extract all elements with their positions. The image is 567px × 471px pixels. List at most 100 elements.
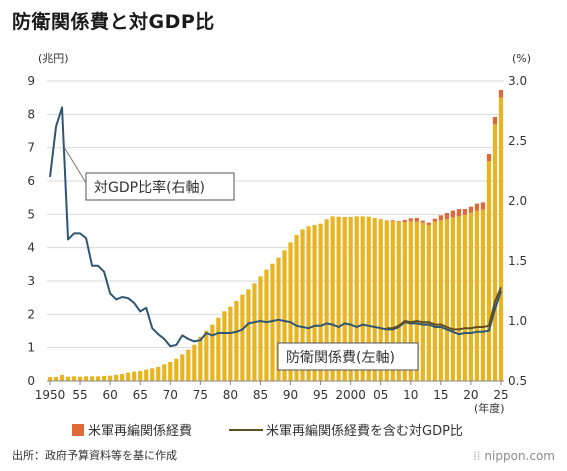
defense-bar — [150, 368, 155, 381]
defense-bar — [228, 306, 233, 381]
usfj-bar — [462, 209, 468, 215]
x-axis-unit: (年度) — [474, 401, 505, 415]
defense-bar — [198, 336, 203, 381]
gdp-ratio-line — [49, 106, 502, 348]
defense-bar — [65, 376, 71, 381]
left-tick-label: 3 — [27, 274, 35, 288]
usfj-bar — [498, 90, 504, 98]
defense-bar — [192, 344, 197, 381]
defense-bar — [372, 218, 377, 381]
defense-bar — [180, 354, 185, 381]
x-tick-label: 90 — [283, 388, 298, 402]
ratio-callout-leader — [63, 146, 89, 187]
defense-bar — [432, 221, 437, 381]
dots-icon: ⁞⁞ — [472, 449, 485, 463]
usfj-bar — [492, 117, 498, 125]
defense-bar — [120, 374, 125, 381]
usfj-bar — [486, 154, 492, 161]
usfj-bar — [420, 220, 425, 223]
defense-bar — [468, 212, 474, 381]
usfj-bar — [450, 210, 455, 218]
defense-bar — [408, 221, 413, 381]
defense-bar — [234, 301, 239, 381]
x-tick-label: 80 — [223, 388, 238, 402]
left-tick-label: 5 — [27, 207, 35, 221]
usfj-bar — [414, 218, 419, 222]
x-tick-label: 65 — [133, 388, 148, 402]
defense-bar — [474, 210, 480, 381]
usfj-bar — [456, 209, 462, 217]
right-axis-unit: (%) — [512, 52, 531, 65]
usfj-bar — [426, 222, 431, 225]
defense-bar — [330, 216, 335, 381]
x-tick-label: 2000 — [335, 388, 366, 402]
defense-bar — [486, 161, 492, 381]
usfj-bar — [402, 220, 407, 222]
usfj-bar — [390, 220, 395, 221]
defense-callout-box — [277, 342, 419, 371]
defense-bar — [126, 372, 131, 381]
defense-bar — [348, 217, 353, 381]
right-tick-label: 2.0 — [508, 194, 527, 208]
left-tick-label: 4 — [27, 241, 35, 255]
defense-bar — [222, 311, 227, 381]
defense-bar — [53, 377, 59, 381]
defense-bar — [59, 375, 65, 381]
usfj-bar — [480, 202, 486, 210]
defense-bar — [336, 216, 341, 381]
x-tick-label: 15 — [433, 388, 448, 402]
ratio-callout-box — [85, 172, 235, 201]
defense-bar — [288, 242, 293, 381]
defense-bar — [492, 124, 498, 381]
defense-bar — [342, 217, 347, 381]
defense-bar — [132, 371, 137, 381]
defense-bar — [210, 324, 215, 381]
defense-bar — [420, 222, 425, 381]
defense-bar — [47, 377, 53, 381]
defense-callout-label: 防衛関係費(左軸) — [286, 350, 395, 366]
x-tick-label: 25 — [493, 388, 508, 402]
defense-bar — [77, 376, 83, 381]
defense-bar — [89, 376, 95, 381]
defense-bar — [108, 375, 113, 381]
usfj-bar — [444, 213, 449, 219]
x-tick-label: 70 — [163, 388, 178, 402]
defense-bar — [162, 364, 167, 381]
defense-bar — [204, 330, 209, 381]
defense-bar — [450, 217, 455, 381]
defense-bar — [414, 221, 419, 381]
x-tick-label: 1950 — [35, 388, 66, 402]
legend-label-ratio-incl: 米軍再編関係経費を含む対GDP比 — [266, 423, 463, 439]
defense-bar — [282, 250, 287, 381]
left-tick-label: 9 — [27, 74, 35, 88]
defense-bar — [498, 97, 504, 382]
defense-bar — [324, 219, 329, 381]
defense-bar — [264, 269, 269, 381]
defense-bar — [444, 219, 449, 381]
x-tick-label: 10 — [403, 388, 418, 402]
usfj-bar — [408, 218, 413, 222]
defense-bar — [258, 276, 263, 381]
defense-bar — [246, 289, 251, 381]
x-tick-label: 20 — [463, 388, 478, 402]
defense-bar — [480, 209, 486, 381]
right-tick-label: 2.5 — [508, 134, 527, 148]
right-tick-label: 1.5 — [508, 254, 527, 268]
defense-bar — [426, 225, 431, 381]
left-axis-unit: (兆円) — [38, 52, 69, 65]
defense-bar — [270, 263, 275, 381]
legend: 米軍再編関係経費 米軍再編関係経費を含む対GDP比 — [72, 423, 463, 439]
x-tick-label: 75 — [193, 388, 208, 402]
usfj-bar — [468, 206, 474, 213]
defense-bar — [384, 220, 389, 381]
chart-title: 防衛関係費と対GDP比 — [12, 11, 215, 33]
defense-bar — [174, 358, 179, 381]
defense-bar — [462, 214, 468, 381]
defense-bar — [306, 226, 311, 381]
defense-bar — [360, 216, 365, 381]
defense-bar — [240, 294, 245, 381]
usfj-bar — [396, 221, 401, 222]
defense-bar — [252, 283, 257, 381]
legend-swatch-usfj — [72, 424, 84, 436]
